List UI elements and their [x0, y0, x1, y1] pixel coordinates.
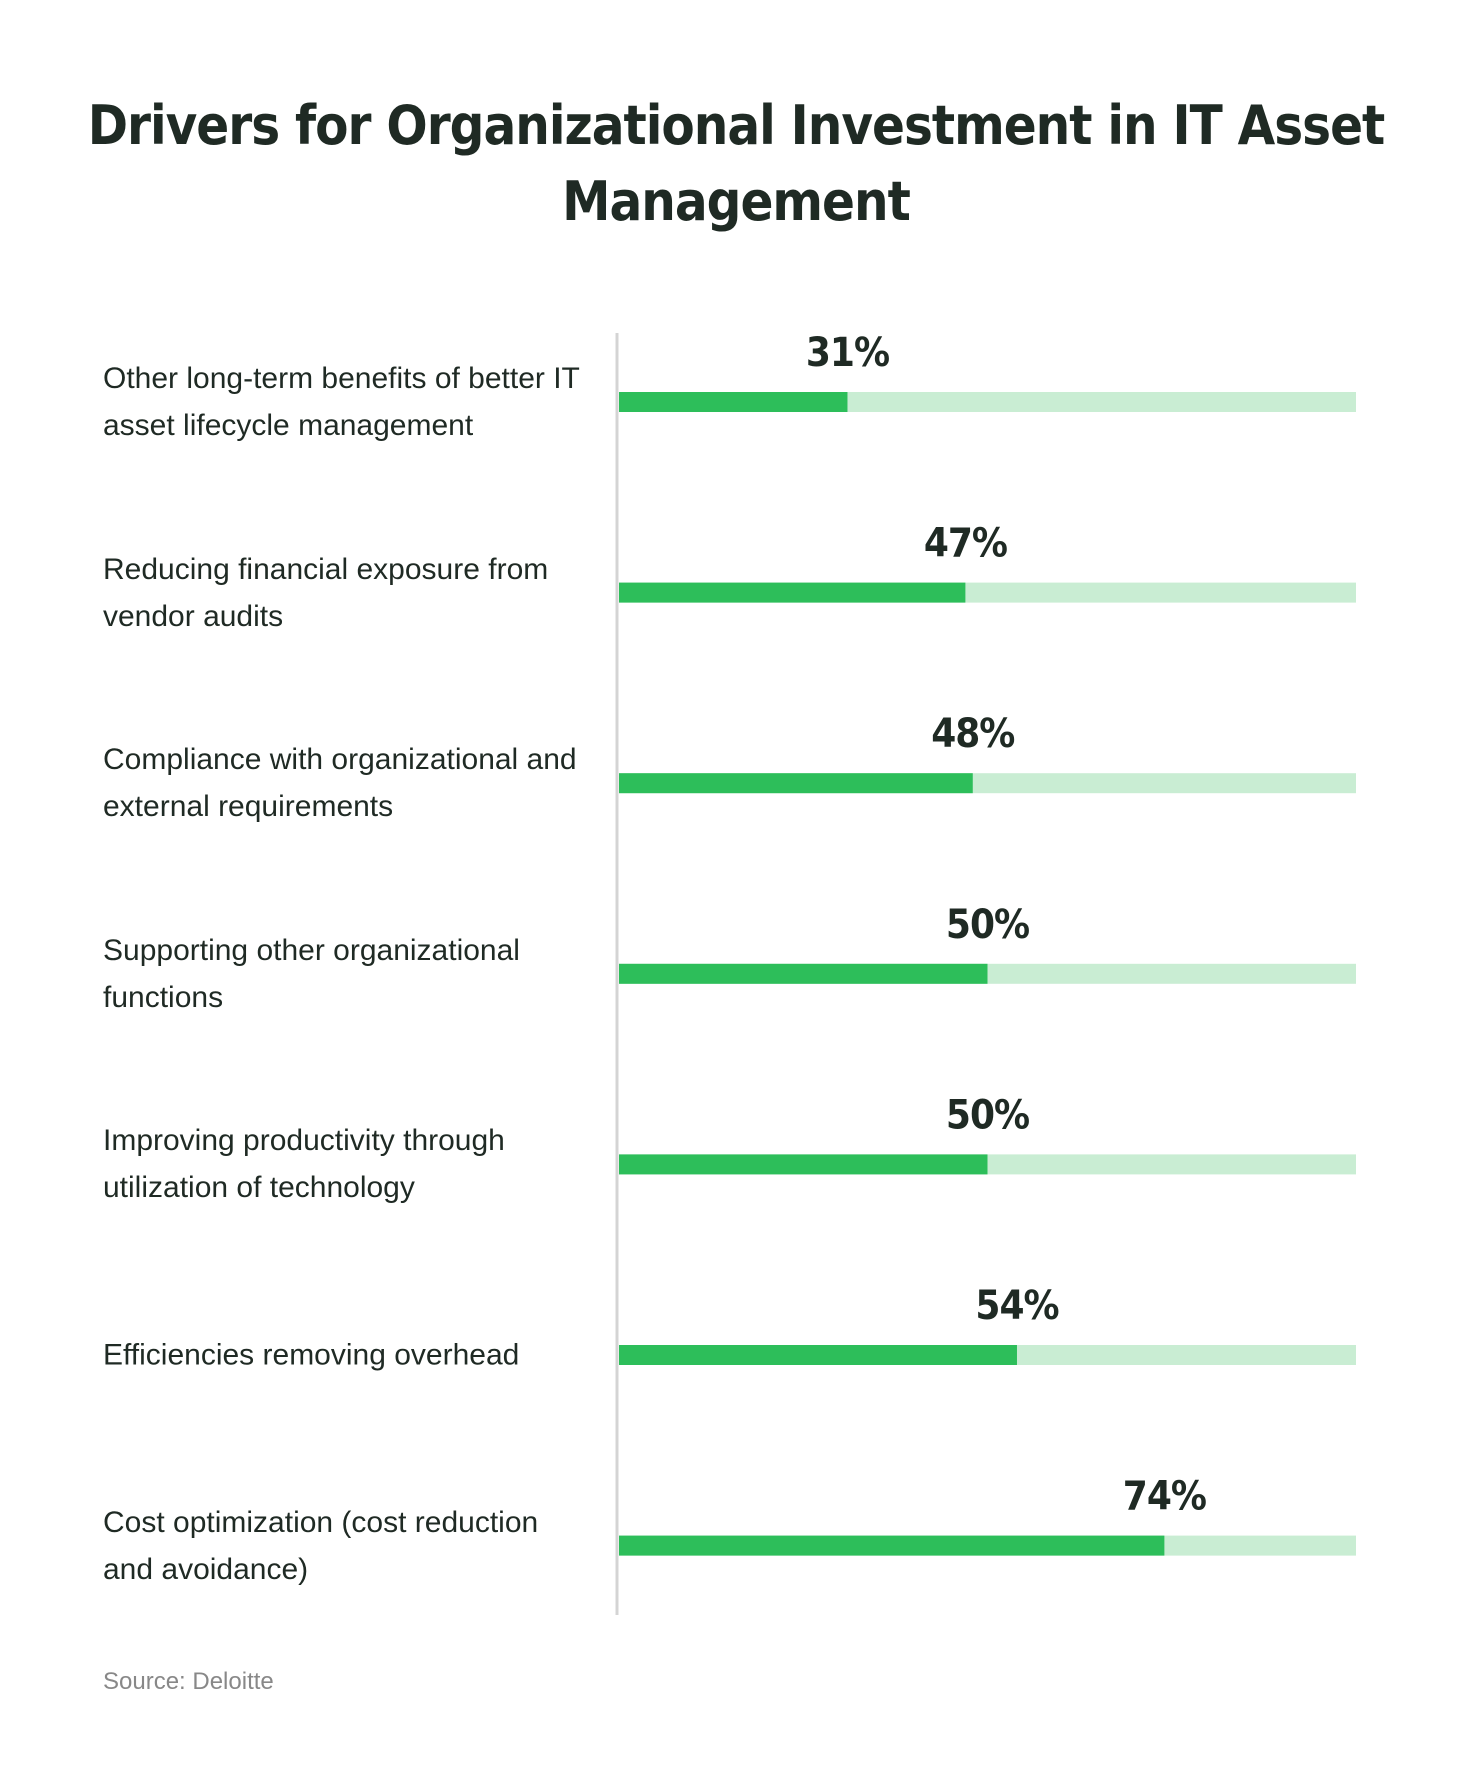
value-label: 74%: [1123, 1474, 1206, 1520]
category-label: Other long-term benefits of better IT as…: [103, 362, 580, 442]
value-label: 48%: [931, 711, 1014, 757]
bar: [619, 392, 848, 412]
bar: [619, 582, 966, 603]
chart-title: Drivers for Organizational Investment in…: [87, 94, 1386, 233]
bar: [619, 963, 988, 984]
bar: [619, 1154, 988, 1175]
category-label: Compliance with organizational and exter…: [103, 743, 577, 824]
bar: [619, 1535, 1165, 1556]
bar: [619, 773, 973, 794]
category-label: Improving productivity through utilizati…: [103, 1124, 505, 1205]
value-label: 50%: [946, 902, 1029, 948]
source: Source: Deloitte: [103, 1668, 274, 1695]
category-label: Cost optimization (cost reduction and av…: [103, 1505, 539, 1586]
category-label: Supporting other organizational function…: [103, 933, 520, 1014]
bar: [619, 1345, 1017, 1365]
category-label: Reducing financial exposure from vendor …: [103, 552, 549, 633]
value-label: 54%: [975, 1283, 1058, 1329]
value-label: 31%: [806, 330, 889, 376]
category-label: Efficiencies removing overhead: [103, 1338, 520, 1372]
value-label: 47%: [924, 521, 1007, 567]
value-label: 50%: [946, 1092, 1029, 1138]
